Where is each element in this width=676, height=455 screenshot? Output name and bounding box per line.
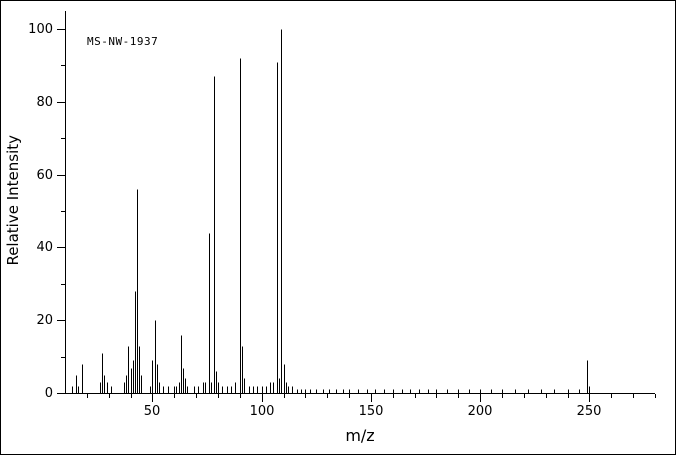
x-tick-label: 100 <box>250 404 275 419</box>
x-tick-label: 200 <box>468 404 493 419</box>
y-tick-label: 40 <box>36 240 53 255</box>
y-tick-label: 80 <box>36 95 53 110</box>
y-axis-title: Relative Intensity <box>4 135 22 266</box>
y-tick-label: 100 <box>28 22 53 37</box>
spectrum-id-label: MS-NW-1937 <box>87 35 159 48</box>
x-tick-label: 250 <box>577 404 602 419</box>
y-tick-label: 60 <box>36 168 53 183</box>
y-tick-label: 20 <box>36 313 53 328</box>
x-tick-label: 150 <box>359 404 384 419</box>
x-tick-label: 50 <box>144 404 161 419</box>
x-axis-title: m/z <box>345 426 375 445</box>
y-tick-label: 0 <box>45 386 53 401</box>
